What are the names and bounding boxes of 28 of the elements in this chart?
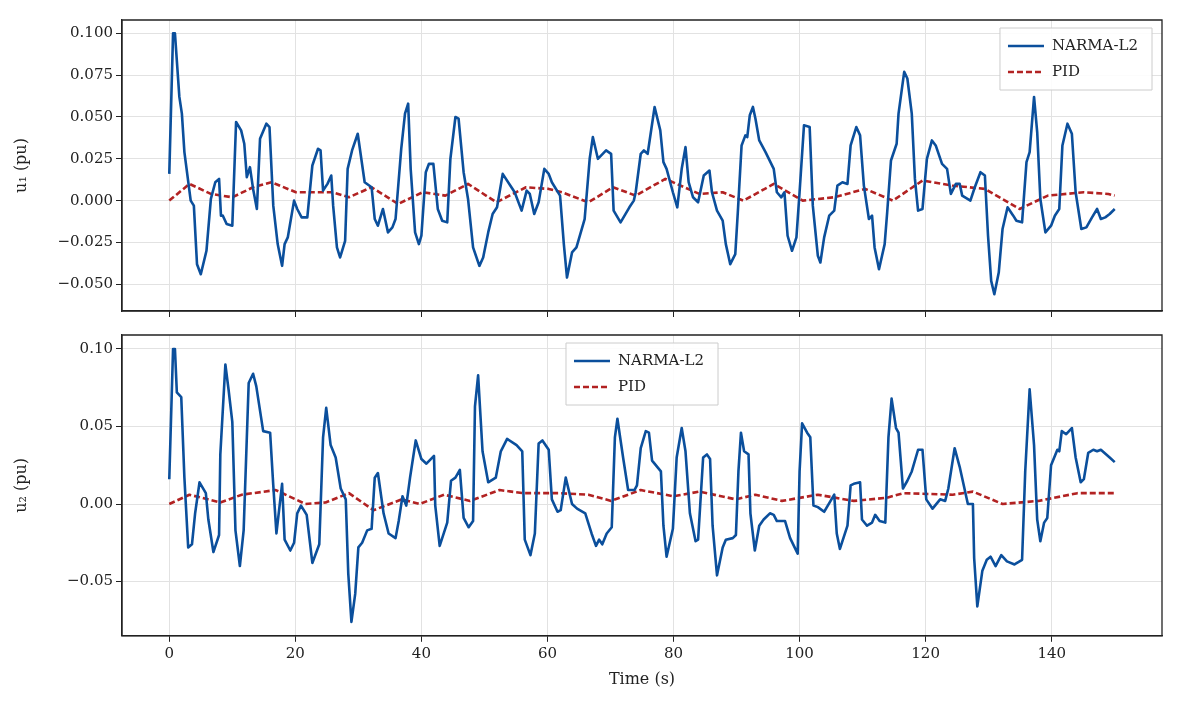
x-axis-title: Time (s) [608, 668, 676, 688]
x-tick-label: 20 [285, 643, 305, 662]
y-tick-label: −0.05 [67, 571, 113, 590]
x-tick-label: 80 [663, 643, 684, 662]
x-tick-label: 100 [785, 643, 814, 662]
y-tick-label: 0.100 [70, 23, 113, 42]
y-tick-label: 0.05 [79, 416, 113, 435]
legend-label: PID [1051, 61, 1081, 80]
y-tick-label: 0.075 [70, 65, 113, 84]
x-tick-label: 40 [411, 643, 431, 662]
y-tick-label: 0.10 [79, 338, 113, 357]
y-tick-label: 0.00 [79, 493, 113, 512]
x-tick-label: 0 [164, 643, 175, 662]
line-series [167, 488, 1117, 512]
y-axis-title: u₂ (pu) [10, 457, 30, 513]
legend-label: NARMA-L2 [617, 350, 705, 369]
x-tick-label: 120 [911, 643, 940, 662]
legend-label: NARMA-L2 [1051, 35, 1138, 54]
y-axis-title: u₁ (pu) [10, 138, 30, 193]
y-tick-label: −0.050 [57, 274, 113, 293]
y-tick-label: −0.025 [57, 232, 113, 251]
line-series [167, 177, 1117, 211]
y-tick-label: 0.050 [70, 106, 113, 125]
x-tick-label: 60 [537, 643, 557, 662]
y-tick-label: 0.025 [70, 148, 113, 167]
legend-label: PID [617, 376, 647, 395]
x-tick-label: 140 [1037, 643, 1067, 662]
y-tick-label: 0.000 [70, 190, 113, 209]
